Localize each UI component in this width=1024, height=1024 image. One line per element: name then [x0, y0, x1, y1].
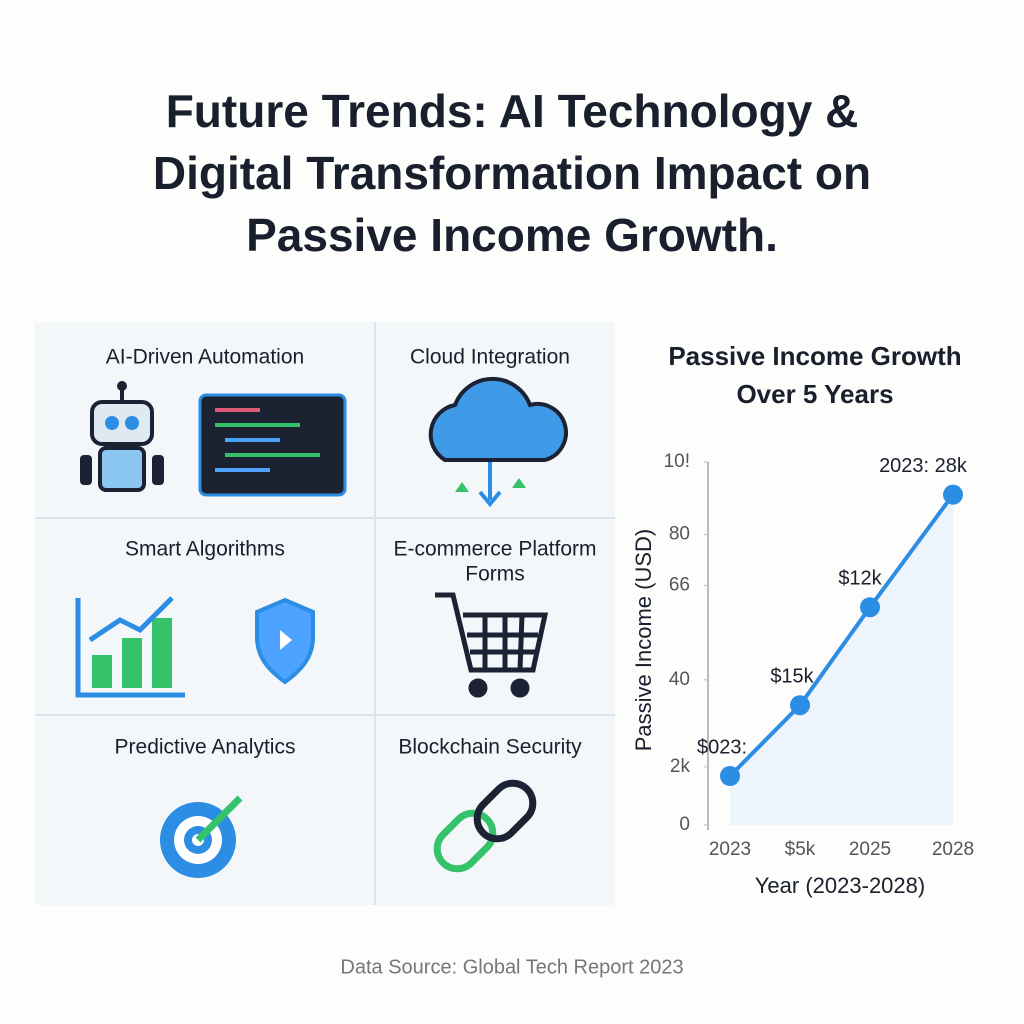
y-tick-label: 40: [669, 669, 690, 690]
point: [860, 597, 880, 618]
x-tick-label: $5k: [785, 839, 816, 860]
line: [728, 493, 955, 778]
x-tick-label: 2023: [709, 839, 751, 860]
y-tick-label: 10!: [664, 451, 690, 472]
tile-label: Forms: [465, 563, 525, 586]
data-label: $12k: [838, 567, 882, 589]
cloud-icon: [428, 377, 568, 508]
shield-icon: [255, 597, 315, 685]
tile-label: Blockchain Security: [398, 736, 582, 759]
title-line: Future Trends: AI Technology &: [166, 85, 859, 137]
line-chart: Passive Income Growth Over 5 Years 10! 80 66…: [631, 341, 974, 898]
x-axis-label: Year (2023-2028): [755, 873, 925, 898]
bar-chart-icon: [75, 596, 185, 698]
chart-title: Over 5 Years: [736, 379, 893, 409]
robot-icon: [80, 381, 164, 492]
y-tick-label: 66: [669, 574, 690, 595]
main-title: Future Trends: AI Technology & Digital Tr…: [153, 85, 871, 261]
grid-dividers: [35, 322, 615, 905]
y-tick-label: 0: [679, 814, 690, 835]
area: [730, 494, 953, 825]
tile-label: Predictive Analytics: [115, 736, 296, 759]
chart-title: Passive Income Growth: [668, 341, 961, 371]
data-label: $15k: [770, 665, 814, 687]
title-line: Passive Income Growth.: [246, 209, 778, 261]
gear-icon: [160, 795, 243, 878]
tile-label: Smart Algorithms: [125, 538, 285, 561]
data-label: $023:: [697, 736, 747, 758]
title-line: Digital Transformation Impact on: [153, 147, 871, 199]
point: [943, 484, 963, 505]
y-axis-label: Passive Income (USD): [631, 529, 656, 752]
point: [790, 695, 810, 716]
tile-label: Cloud Integration: [410, 346, 570, 369]
point: [720, 765, 740, 786]
x-tick-label: 2028: [932, 839, 974, 860]
tile-label: E-commerce Platform: [393, 538, 596, 561]
data-label: 2023: 28k: [879, 455, 968, 477]
source-note: Data Source: Global Tech Report 2023: [340, 956, 683, 978]
chain-icon: [433, 779, 537, 873]
tile-label: AI-Driven Automation: [106, 346, 304, 369]
y-tick-label: 80: [669, 524, 690, 545]
x-tick-label: 2025: [849, 839, 891, 860]
cart-icon: [435, 592, 549, 698]
tile-labels: AI-Driven Automation Cloud Integration Sma…: [106, 346, 597, 759]
code-icon: [198, 393, 347, 497]
y-tick-label: 2k: [670, 756, 691, 777]
